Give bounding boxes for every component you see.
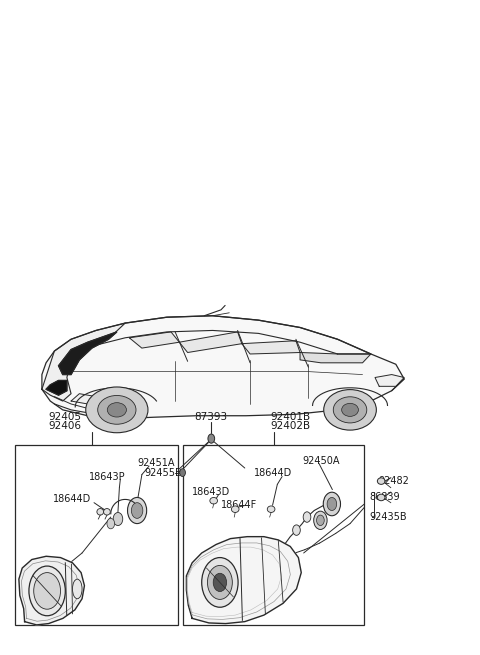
Ellipse shape [72,579,82,599]
Text: 92455B: 92455B [145,468,182,477]
Circle shape [317,515,324,525]
Circle shape [107,518,115,529]
Polygon shape [242,341,300,354]
Circle shape [29,566,65,616]
Ellipse shape [377,478,385,484]
Circle shape [34,572,60,609]
Text: 18644D: 18644D [254,468,293,477]
Circle shape [207,565,232,599]
Polygon shape [186,536,301,624]
Bar [15,445,178,625]
Ellipse shape [98,396,136,424]
Ellipse shape [342,403,359,417]
Polygon shape [19,556,84,625]
Text: 92435B: 92435B [369,512,407,522]
Polygon shape [42,323,125,401]
Ellipse shape [86,387,148,433]
Text: 86839: 86839 [369,493,400,502]
Polygon shape [180,332,242,352]
Circle shape [213,573,227,591]
Bar [182,445,364,625]
Text: 92401B: 92401B [270,412,310,422]
Polygon shape [375,375,404,386]
Circle shape [327,497,336,510]
Ellipse shape [324,390,376,430]
Circle shape [132,502,143,518]
Circle shape [113,512,123,525]
Ellipse shape [104,508,110,515]
Ellipse shape [210,497,217,504]
Polygon shape [42,316,404,419]
Polygon shape [59,332,117,375]
Text: 18643P: 18643P [89,472,126,481]
Ellipse shape [267,506,275,512]
Text: 87393: 87393 [195,412,228,422]
Circle shape [208,434,215,443]
Circle shape [323,492,340,515]
Text: 92402B: 92402B [270,421,310,431]
Ellipse shape [97,508,104,515]
Circle shape [314,511,327,529]
Polygon shape [300,352,371,363]
Circle shape [202,557,238,607]
Text: 18644D: 18644D [53,494,92,504]
Circle shape [128,497,147,523]
Ellipse shape [108,403,126,417]
Text: 92405: 92405 [49,412,82,422]
Ellipse shape [333,397,367,423]
Circle shape [180,469,185,477]
Circle shape [303,512,311,522]
Circle shape [293,525,300,535]
Text: 18643D: 18643D [192,487,230,497]
Text: 92450A: 92450A [302,457,340,466]
Ellipse shape [377,494,385,500]
Text: 18644F: 18644F [221,500,257,510]
Ellipse shape [231,506,239,512]
Polygon shape [46,381,67,395]
Polygon shape [71,394,104,405]
Text: 92482: 92482 [379,476,409,486]
Polygon shape [129,332,180,348]
Text: 92406: 92406 [49,421,82,431]
Text: 92451A: 92451A [137,458,175,468]
